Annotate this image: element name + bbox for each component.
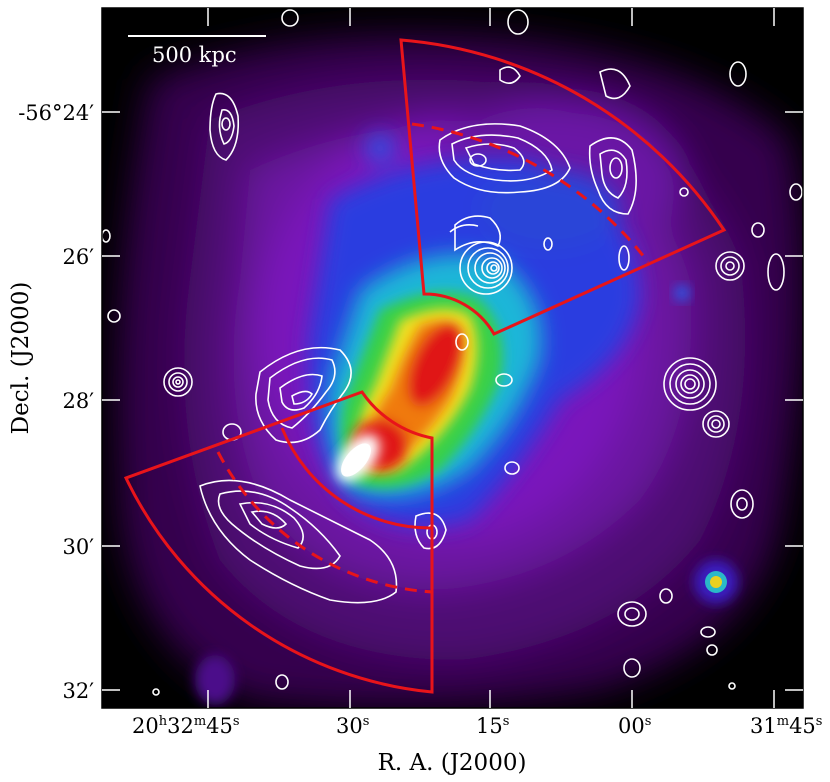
contour-east-source (163, 251, 754, 519)
south-sector-inner-arc (280, 427, 433, 530)
ra-tick-label: 00s (618, 714, 651, 738)
x-axis-title: R. A. (J2000) (378, 750, 527, 776)
scale-bar-label: 500 kpc (152, 43, 237, 67)
contour-north-relic (438, 9, 803, 291)
scale-bar: 500 kpc (128, 35, 266, 67)
dec-tick-label: 28′ (63, 389, 95, 413)
ra-tick-label-last: 31m45s (750, 714, 822, 738)
dec-tick-label: 30′ (63, 535, 95, 559)
ra-tick-labels: 20h32m45s 30s 15s 00s 31m45s (132, 714, 822, 738)
contour-south-misc (152, 588, 736, 696)
north-sector-outline (399, 38, 727, 336)
ra-tick-label: 30s (336, 714, 369, 738)
dec-tick-label: -56°24′ (18, 101, 94, 125)
contour-northwest-blob (102, 9, 299, 323)
ra-tick-label-first: 20h32m45s (132, 714, 240, 738)
south-sector-outline (123, 390, 434, 694)
ra-tick-label: 15s (476, 714, 509, 738)
xray-image (102, 8, 803, 708)
south-sector-dashed-arc (216, 451, 433, 594)
dec-tick-label: 32′ (63, 679, 95, 703)
plot-frame (101, 7, 804, 709)
dec-tick-labels: -56°24′ 26′ 28′ 30′ 32′ (18, 101, 94, 703)
north-sector-dashed-arc (411, 122, 650, 263)
y-axis-title: Decl. (J2000) (8, 282, 34, 435)
contour-central-source (449, 215, 513, 295)
sector-regions (123, 38, 727, 694)
radio-contours (102, 9, 803, 696)
dec-tick-label: 26′ (63, 245, 95, 269)
